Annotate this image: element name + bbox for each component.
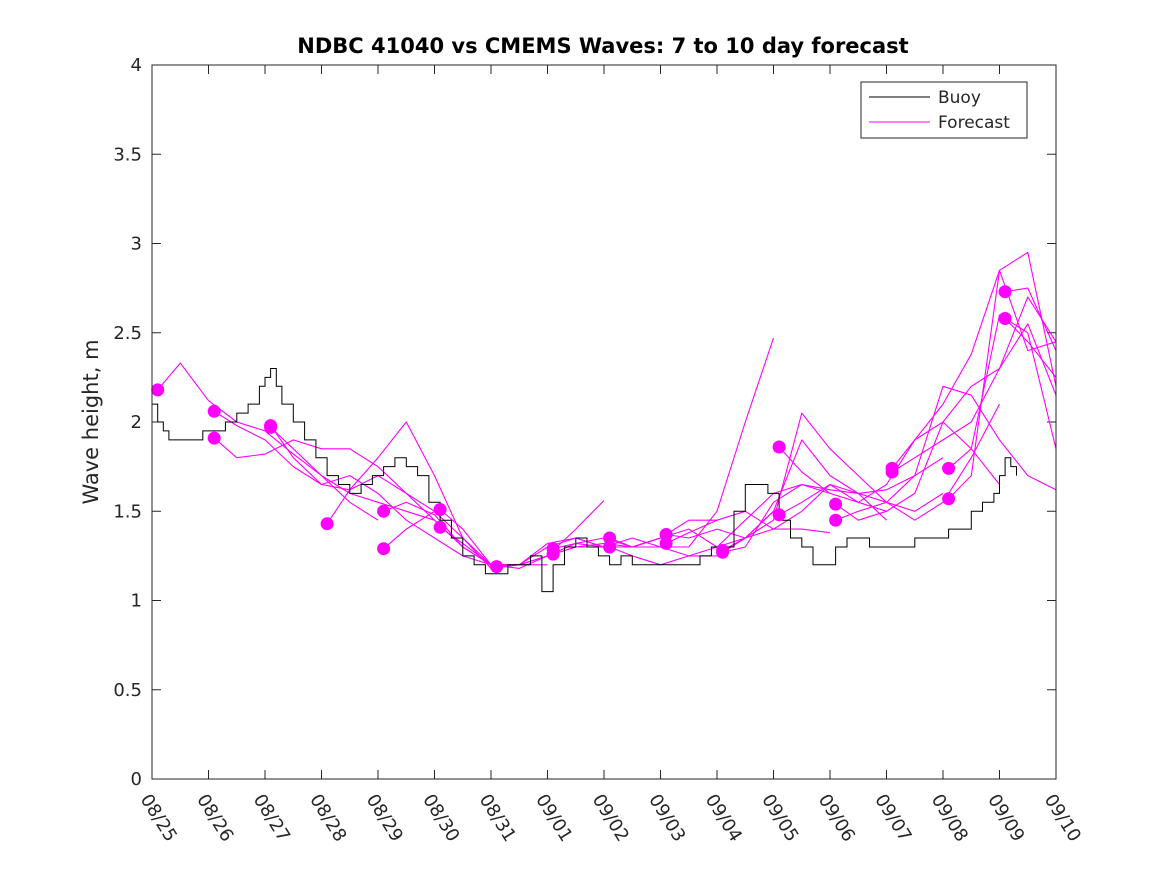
y-axis-label: Wave height, m xyxy=(79,339,103,504)
forecast-start-point xyxy=(942,461,956,475)
forecast-start-point xyxy=(603,540,617,554)
y-tick-label: 3.5 xyxy=(113,144,142,165)
legend-box xyxy=(860,81,1028,139)
forecast-start-point xyxy=(885,465,899,479)
forecast-start-point xyxy=(998,285,1012,299)
forecast-series-group xyxy=(157,251,1057,569)
forecast-start-point xyxy=(377,542,391,556)
y-tick-label: 1.5 xyxy=(113,501,142,522)
forecast-start-point xyxy=(659,536,673,550)
forecast-line xyxy=(157,362,379,521)
y-tick-label: 1 xyxy=(131,591,142,612)
plot-frame xyxy=(151,64,1057,780)
forecast-start-point xyxy=(320,517,334,531)
forecast-line xyxy=(270,425,492,566)
forecast-start-point xyxy=(264,420,278,434)
forecast-start-point xyxy=(659,528,673,541)
forecast-line xyxy=(891,251,1057,469)
forecast-line xyxy=(835,296,1057,521)
forecast-line xyxy=(1004,318,1057,378)
forecast-line xyxy=(666,439,887,539)
forecast-line xyxy=(835,385,1057,521)
forecast-start-point xyxy=(772,508,786,522)
y-tick-label: 4 xyxy=(131,55,142,76)
forecast-start-point xyxy=(490,560,504,574)
y-tick-label: 0.5 xyxy=(113,680,142,701)
forecast-line xyxy=(665,483,887,544)
forecast-start-point xyxy=(942,492,956,506)
forecast-start-point xyxy=(829,497,843,511)
forecast-line xyxy=(552,510,774,557)
y-tick-label: 2.5 xyxy=(113,323,142,344)
forecast-line xyxy=(1005,287,1057,351)
forecast-start-point xyxy=(603,531,617,545)
forecast-line xyxy=(948,269,1057,500)
y-tick-label: 2 xyxy=(131,412,142,433)
legend-buoy-label: Buoy xyxy=(938,88,981,108)
forecast-start-point xyxy=(433,503,447,516)
forecast-line xyxy=(213,437,435,521)
forecast-markers-group xyxy=(151,285,1012,574)
forecast-start-point xyxy=(433,520,447,534)
legend: Buoy Forecast xyxy=(860,81,1028,139)
buoy-series-group xyxy=(152,368,1017,593)
forecast-start-point xyxy=(829,513,843,527)
plot-area xyxy=(152,65,1056,779)
buoy-line xyxy=(152,368,1017,593)
forecast-start-point xyxy=(716,545,730,559)
forecast-start-point xyxy=(998,312,1012,325)
forecast-start-point xyxy=(207,431,221,445)
forecast-start-point xyxy=(151,383,165,397)
forecast-line xyxy=(722,457,944,553)
y-tick-labels: 0 0.5 1 1.5 2 2.5 3 3.5 4 xyxy=(113,55,142,790)
forecast-start-point xyxy=(772,440,786,454)
forecast-start-point xyxy=(546,547,560,561)
forecast-line xyxy=(891,323,1057,473)
forecast-start-point xyxy=(377,504,391,518)
y-tick-label: 3 xyxy=(131,234,142,255)
chart-title: NDBC 41040 vs CMEMS Waves: 7 to 10 day f… xyxy=(297,34,908,58)
y-tick-label: 0 xyxy=(131,769,142,790)
forecast-start-point xyxy=(207,404,221,418)
legend-forecast-label: Forecast xyxy=(938,113,1010,133)
forecast-line xyxy=(948,314,1057,469)
forecast-line xyxy=(778,421,1000,503)
